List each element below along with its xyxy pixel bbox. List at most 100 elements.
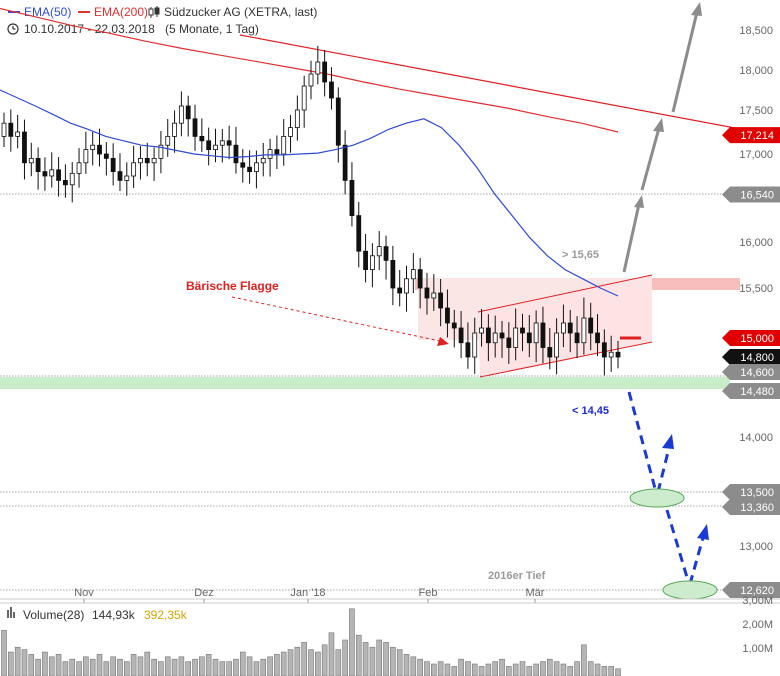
candle (22, 119, 27, 180)
volume-bar (14, 646, 21, 676)
candle (131, 145, 137, 189)
volume-bar (315, 651, 321, 676)
price-marker-label: 14,800 (740, 352, 774, 364)
candle (363, 233, 368, 283)
candle (260, 142, 266, 177)
candle (547, 328, 553, 370)
candle (520, 313, 525, 352)
volume-bar (158, 661, 164, 676)
x-tick-label: Mär (526, 587, 545, 599)
volume-bar (171, 658, 178, 676)
volume-bar (451, 666, 458, 676)
volume-ma-value: 392,35k (144, 608, 188, 622)
candle (76, 148, 82, 188)
volume-bar (581, 644, 587, 676)
volume-bar (48, 656, 55, 676)
price-marker: 14,600 (722, 364, 780, 380)
volume-bar (260, 658, 267, 676)
volume-bar (567, 666, 574, 676)
volume-bar (417, 658, 423, 676)
candle (185, 95, 191, 137)
volume-bar (89, 658, 96, 676)
candle (83, 131, 89, 174)
volume-bar (601, 666, 608, 676)
volume-bar (526, 666, 533, 676)
candle (383, 235, 389, 280)
volume-bar (437, 661, 444, 676)
candle (63, 164, 68, 198)
candle (254, 150, 259, 189)
candle (199, 118, 205, 152)
candle (506, 322, 512, 364)
ema50-line (0, 89, 619, 297)
price-marker: 13,360 (722, 499, 780, 515)
candle (356, 202, 362, 268)
volume-bar (369, 646, 376, 676)
volume-bar (35, 658, 41, 676)
candle (274, 135, 280, 169)
candles (1, 45, 621, 376)
period-label: (5 Monate, 1 Tag) (165, 22, 259, 36)
volume-bar (499, 658, 505, 676)
volume-bar (424, 661, 430, 676)
volume-bar (390, 646, 396, 676)
candle (144, 142, 150, 177)
volume-bar (478, 666, 485, 676)
candle (465, 322, 471, 369)
volume-bar (308, 649, 314, 676)
candle (342, 130, 348, 195)
x-tick-label: Jan '18 (290, 587, 325, 599)
volume-axis-ticks: 3,00M 2,00M 1,00M (742, 595, 773, 655)
volume-bar (594, 663, 601, 676)
candle (281, 119, 287, 166)
candle (417, 257, 423, 309)
volume-bar (546, 658, 553, 676)
volume-bar (103, 661, 110, 676)
candle (574, 316, 580, 359)
volume-bar (233, 658, 239, 676)
y-tick-label: 17,000 (739, 149, 773, 161)
candle (499, 320, 505, 358)
volume-bar (130, 654, 137, 676)
price-marker: 14,480 (722, 383, 780, 399)
candle (322, 50, 328, 97)
candle (172, 110, 177, 153)
y-tick-label: 13,000 (739, 541, 773, 553)
volume-bar (137, 656, 144, 676)
ema200-legend-label: EMA(200) (94, 5, 148, 19)
candle (329, 67, 334, 110)
volume-value: 144,93k (92, 608, 136, 622)
volume-bar (21, 649, 28, 676)
candle (192, 104, 198, 151)
breakout-above-label: > 15,65 (562, 249, 599, 261)
price-marker-label: 15,000 (740, 333, 774, 345)
price-marker-label: 14,480 (740, 386, 774, 398)
volume-bar (376, 639, 383, 676)
volume-bar (151, 658, 157, 676)
y-tick-label: 16,000 (739, 237, 773, 249)
price-marker-label: 14,600 (740, 367, 774, 379)
breakdown-below-label: < 14,45 (572, 405, 609, 417)
volume-bar (1, 630, 7, 676)
volume-bar (192, 658, 198, 676)
candle (349, 162, 355, 227)
candle (615, 340, 621, 369)
candle (97, 128, 102, 167)
bullish-scenario-arrows (622, 2, 702, 273)
candle (124, 162, 130, 196)
candle (567, 309, 573, 353)
candle (376, 231, 382, 271)
volume-bar (212, 658, 219, 676)
candle (28, 142, 34, 177)
candle (485, 314, 491, 362)
candle (103, 142, 109, 176)
volume-bar (540, 661, 546, 676)
price-marker-label: 12,620 (740, 585, 774, 597)
candle (390, 245, 396, 306)
volume-bar (110, 656, 116, 676)
candle (8, 109, 14, 152)
flag-annotation-pointer (231, 296, 441, 342)
x-tick-label: Feb (419, 587, 438, 599)
volume-bar (117, 658, 123, 676)
volume-bar (239, 651, 246, 676)
